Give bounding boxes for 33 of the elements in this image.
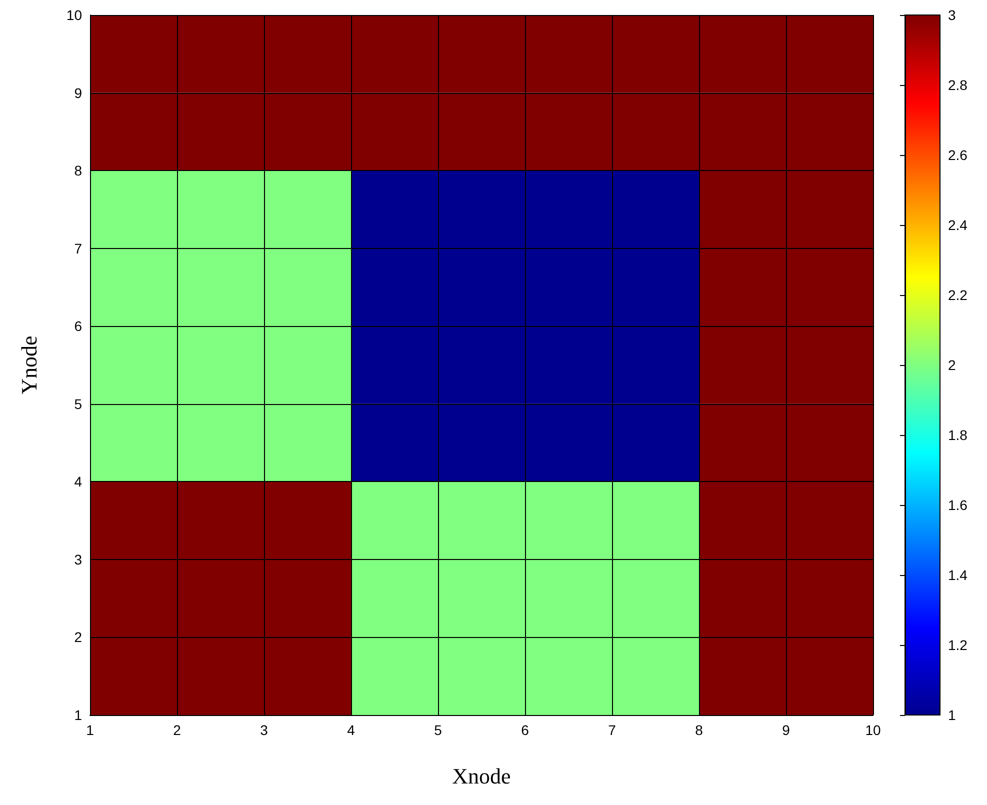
color-bar-label: 1 xyxy=(948,707,956,723)
color-bar-label: 2.6 xyxy=(948,147,968,163)
color-bar-label: 1.8 xyxy=(948,427,968,443)
x-tick-label: 5 xyxy=(434,722,442,738)
x-tick-label: 2 xyxy=(173,722,182,738)
y-tick-label: 3 xyxy=(74,551,82,568)
x-axis-title: Xnode xyxy=(452,764,511,788)
y-tick-label: 4 xyxy=(74,474,82,490)
y-tick-label: 6 xyxy=(74,318,82,334)
color-bar-label: 2.4 xyxy=(948,217,968,233)
y-tick-label: 7 xyxy=(74,240,82,256)
color-bar-label: 2.8 xyxy=(948,77,968,93)
y-tick-label: 9 xyxy=(74,84,82,101)
color-bar-label: 1.4 xyxy=(948,567,968,583)
x-tick-label: 8 xyxy=(695,722,704,738)
y-tick-label: 10 xyxy=(66,7,82,23)
y-tick-label: 2 xyxy=(74,629,82,646)
x-tick-label: 3 xyxy=(260,722,268,738)
color-bar-label: 3 xyxy=(948,7,956,23)
x-tick-label: 4 xyxy=(347,722,356,738)
y-axis-title: Ynode xyxy=(16,336,42,394)
color-bar-label: 1.2 xyxy=(948,637,968,653)
x-tick-label: 1 xyxy=(86,722,94,738)
color-bar-label: 2 xyxy=(948,357,956,373)
color-bar-label: 1.6 xyxy=(948,497,968,513)
y-tick-label: 8 xyxy=(74,162,82,179)
x-tick-label: 10 xyxy=(865,722,881,738)
y-tick-label: 5 xyxy=(74,396,82,412)
y-tick-label: 1 xyxy=(74,707,82,723)
x-tick-label: 7 xyxy=(608,722,616,738)
x-tick-label: 6 xyxy=(521,722,530,738)
x-tick-label: 9 xyxy=(782,722,790,738)
color-bar-label: 2.2 xyxy=(948,287,968,303)
